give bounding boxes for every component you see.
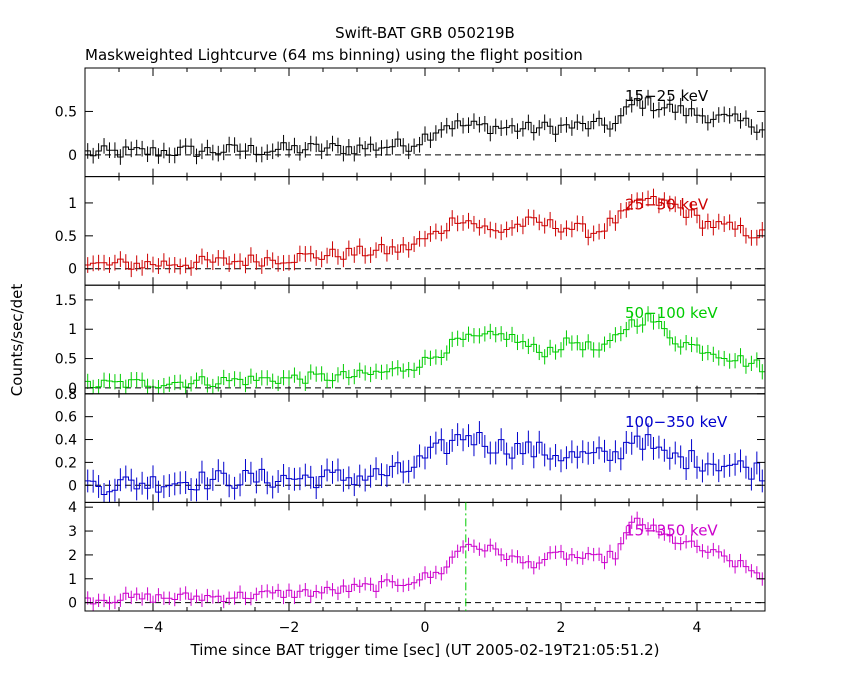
y-tick-label: 0.6	[55, 410, 77, 426]
chart-subtitle: Maskweighted Lightcurve (64 ms binning) …	[85, 46, 583, 64]
y-tick-label: 4	[68, 500, 77, 516]
lightcurve-series	[85, 97, 765, 158]
panel-energy-label: 15−350 keV	[625, 521, 718, 539]
y-tick-label: 0	[68, 381, 77, 397]
y-tick-label: 0.4	[55, 433, 77, 449]
lightcurve-series	[85, 432, 765, 495]
panels-group: 0 0.5 15−25 keV 0 0.5 1 25−50 keV 0 0.5 1 1.5 50−10…	[55, 67, 766, 636]
x-tick-label: −2	[279, 620, 300, 636]
x-tick-label: −4	[143, 620, 164, 636]
y-tick-label: 0.8	[55, 387, 77, 403]
y-tick-label: 3	[68, 524, 77, 540]
lightcurve-series	[85, 517, 765, 605]
y-tick-label: 0	[68, 262, 77, 278]
chart-title: Swift-BAT GRB 050219B	[335, 24, 515, 42]
y-tick-label: 0.5	[55, 352, 77, 368]
y-tick-label: 2	[68, 548, 77, 564]
y-tick-label: 0	[68, 596, 77, 612]
panel-frame	[84, 284, 766, 395]
panel-3: 0 0.5 1 1.5 50−100 keV	[55, 284, 766, 397]
panel-energy-label: 100−350 keV	[625, 413, 728, 431]
y-tick-label: 0	[68, 478, 77, 494]
panel-frame	[84, 501, 766, 612]
x-axis-label: Time since BAT trigger time [sec] (UT 20…	[190, 641, 660, 659]
y-tick-label: 0.2	[55, 455, 77, 471]
y-tick-label: 0.5	[55, 229, 77, 245]
y-tick-label: 0.5	[55, 104, 77, 120]
x-tick-label: 2	[557, 620, 566, 636]
y-axis-label: Counts/sec/det	[8, 284, 26, 397]
panel-energy-label: 50−100 keV	[625, 304, 718, 322]
lightcurve-series	[85, 313, 765, 389]
lightcurve-series	[85, 196, 765, 270]
y-tick-label: 1	[68, 196, 77, 212]
panel-frame	[84, 67, 766, 178]
y-tick-label: 1	[68, 322, 77, 338]
panel-energy-label: 25−50 keV	[625, 196, 709, 214]
x-tick-label: 0	[421, 620, 430, 636]
panel-5: 0 1 2 3 4 15−350 keV	[68, 500, 766, 612]
panel-2: 0 0.5 1 25−50 keV	[55, 176, 766, 286]
y-tick-label: 1	[68, 572, 77, 588]
panel-4: 0 0.2 0.4 0.6 0.8 100−350 keV	[55, 387, 766, 503]
y-tick-label: 1.5	[55, 293, 77, 309]
panel-energy-label: 15−25 keV	[625, 87, 709, 105]
x-tick-label: 4	[693, 620, 702, 636]
y-tick-label: 0	[68, 148, 77, 164]
panel-1: 0 0.5 15−25 keV	[55, 67, 766, 178]
